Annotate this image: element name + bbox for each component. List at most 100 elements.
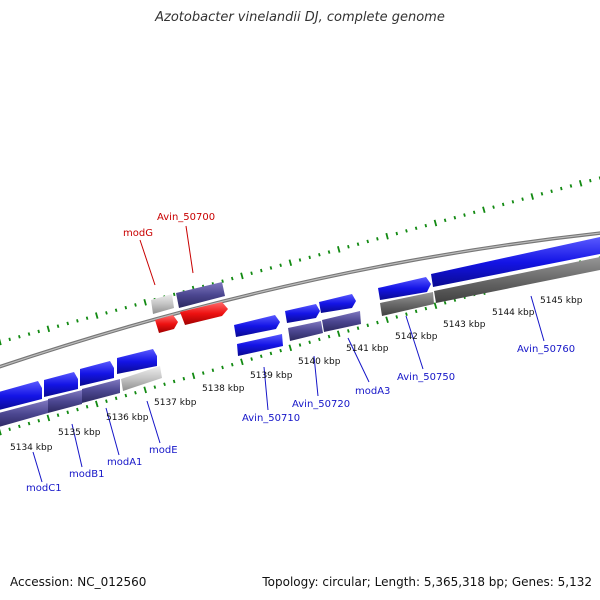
tick-label: 5137 kbp <box>154 398 197 408</box>
scale-tick <box>288 259 293 266</box>
gene-track <box>0 237 600 428</box>
scale-tick <box>337 246 341 253</box>
scale-tick <box>366 323 370 328</box>
tick-label: 5142 kbp <box>395 332 438 342</box>
scale-tick <box>66 410 70 415</box>
tick-label: 5143 kbp <box>443 320 486 330</box>
scale-tick <box>0 338 2 346</box>
gene-feature[interactable] <box>319 294 356 313</box>
gene-label[interactable]: Avin_50700 <box>157 212 215 223</box>
genome-summary: Topology: circular; Length: 5,365,318 bp… <box>262 575 592 589</box>
gene-label[interactable]: modA1 <box>107 457 142 468</box>
gene-label[interactable]: modG <box>123 228 153 239</box>
scale-tick <box>472 210 476 215</box>
scale-tick <box>37 418 41 423</box>
gene-label[interactable]: Avin_50750 <box>397 372 455 383</box>
gene-feature[interactable] <box>234 315 280 337</box>
scale-tick <box>414 226 418 231</box>
genome-backbone <box>0 231 600 369</box>
gene-feature[interactable] <box>434 255 600 303</box>
gene-label[interactable]: Avin_50760 <box>517 344 575 355</box>
gene-feature[interactable] <box>288 321 323 341</box>
scale-tick <box>356 326 360 330</box>
scale-tick <box>259 354 263 359</box>
gene-feature[interactable] <box>0 381 42 411</box>
scale-tick <box>85 316 89 320</box>
scale-tick <box>560 186 563 191</box>
scale-tick <box>240 358 244 366</box>
scale-tick <box>8 337 11 342</box>
gene-feature[interactable] <box>44 372 78 397</box>
gene-feature[interactable] <box>82 379 120 403</box>
gene-feature[interactable] <box>431 237 600 287</box>
scale-tick <box>76 319 79 323</box>
scale-tick <box>18 334 21 339</box>
scale-tick <box>433 302 438 310</box>
scale-tick <box>589 178 592 183</box>
scale-tick <box>376 237 379 241</box>
scale-tick <box>95 312 99 319</box>
scale-tick <box>56 324 60 328</box>
scale-tick <box>134 303 137 307</box>
scale-tick <box>521 197 524 201</box>
gene-feature[interactable] <box>48 390 82 413</box>
scale-tick <box>250 357 253 361</box>
scale-tick <box>143 386 147 394</box>
gene-label[interactable]: Avin_50720 <box>292 399 350 410</box>
gene-label[interactable]: modA3 <box>355 386 390 397</box>
gene-feature[interactable] <box>285 304 320 323</box>
scale-tick <box>405 312 408 316</box>
scale-tick <box>336 330 341 338</box>
gene-feature[interactable] <box>117 349 157 374</box>
gene-label[interactable]: modC1 <box>26 483 62 494</box>
scale-tick <box>356 242 360 246</box>
scale-tick <box>569 184 573 188</box>
scale-tick <box>114 308 118 313</box>
scale-tick <box>395 231 399 236</box>
gene-feature[interactable] <box>237 334 283 356</box>
scale-tick <box>221 279 224 283</box>
scale-tick <box>347 329 350 333</box>
gene-feature[interactable] <box>121 366 162 391</box>
scale-tick <box>318 337 321 342</box>
scale-tick <box>540 192 544 196</box>
gene-feature[interactable] <box>80 361 114 386</box>
scale-tick <box>114 396 118 401</box>
scale-tick <box>366 239 370 244</box>
scale-tick <box>260 268 263 273</box>
scale-tick <box>182 376 186 381</box>
scale-tick <box>308 255 311 260</box>
scale-tick <box>414 309 418 314</box>
scale-tick <box>172 292 176 297</box>
gene-feature[interactable] <box>322 311 361 332</box>
scale-tick <box>172 379 176 384</box>
scale-tick <box>463 213 466 217</box>
tick-label: 5138 kbp <box>202 384 245 394</box>
scale-tick <box>376 320 379 325</box>
tick-label: 5136 kbp <box>106 413 149 423</box>
gene-feature[interactable] <box>378 277 431 300</box>
scale-tick <box>124 393 128 398</box>
gene-label[interactable]: modB1 <box>69 469 104 480</box>
gene-feature[interactable] <box>0 400 48 428</box>
gene-feature[interactable] <box>151 294 174 314</box>
gene-labels: modC1 modB1 modA1 modE Avin_50710 Avin_5… <box>26 212 575 494</box>
gene-label[interactable]: modE <box>149 445 178 456</box>
scale-tick <box>230 362 234 367</box>
gene-feature[interactable] <box>380 292 434 316</box>
gene-feature[interactable] <box>155 315 178 333</box>
gene-feature[interactable] <box>176 282 225 308</box>
gene-label[interactable]: Avin_50710 <box>242 413 300 424</box>
scale-tick <box>443 301 447 305</box>
scale-tick <box>191 372 196 380</box>
scale-tick <box>8 427 11 431</box>
scale-tick <box>385 232 389 240</box>
gene-feature[interactable] <box>180 302 228 325</box>
scale-tick <box>95 400 99 408</box>
scale-tick <box>37 329 40 334</box>
scale-tick <box>250 271 253 276</box>
scale-tick <box>424 223 428 228</box>
tick-label: 5140 kbp <box>298 357 341 367</box>
tick-label: 5135 kbp <box>58 428 101 438</box>
tick-label: 5139 kbp <box>250 371 293 381</box>
